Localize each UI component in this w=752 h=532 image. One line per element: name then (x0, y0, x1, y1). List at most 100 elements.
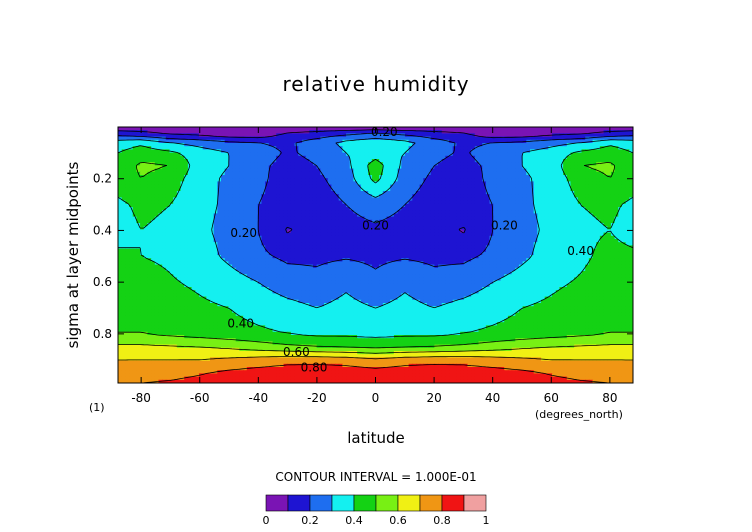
contour-cell (445, 200, 450, 205)
contour-cell (570, 165, 575, 170)
contour-cell (294, 171, 299, 176)
contour-cell (581, 133, 586, 138)
contour-cell (397, 149, 402, 154)
contour-cell (140, 203, 145, 208)
contour-cell (541, 143, 546, 147)
contour-cell (526, 175, 531, 179)
contour-cell (239, 136, 244, 141)
contour-cell (357, 127, 362, 131)
contour-cell (158, 127, 163, 131)
contour-cell (618, 152, 623, 157)
contour-cell (312, 152, 318, 157)
contour-cell (335, 127, 340, 131)
contour-cell (118, 181, 123, 186)
contour-cell (625, 165, 630, 170)
contour-cell (511, 178, 516, 182)
contour-cell (592, 139, 597, 144)
contour-cell (507, 181, 513, 186)
contour-cell (397, 168, 402, 173)
contour-cell (349, 194, 355, 198)
contour-cell (610, 149, 616, 154)
contour-cell (511, 194, 516, 198)
contour-cell (382, 175, 388, 179)
contour-cell (180, 155, 185, 160)
contour-cell (305, 149, 310, 154)
contour-cell (257, 139, 263, 144)
contour-cell (173, 197, 178, 202)
contour-cell (342, 175, 347, 179)
contour-cell (566, 155, 572, 160)
contour-cell (158, 175, 163, 179)
contour-cell (412, 155, 417, 160)
contour-cell (382, 191, 388, 195)
contour-cell (217, 133, 222, 138)
contour-cell (596, 165, 601, 170)
contour-cell (294, 152, 299, 157)
contour-cell (482, 139, 487, 144)
contour-cell (283, 194, 288, 198)
contour-cell (309, 181, 314, 186)
contour-cell (279, 191, 285, 195)
contour-cell (382, 130, 388, 134)
contour-cell (393, 139, 399, 144)
contour-cell (496, 165, 502, 170)
contour-cell (143, 200, 149, 205)
contour-cell (305, 162, 310, 166)
contour-cell (279, 165, 285, 170)
contour-cell (526, 181, 531, 186)
contour-cell (441, 155, 446, 160)
contour-cell (132, 181, 137, 186)
contour-cell (239, 139, 244, 144)
contour-cell (434, 168, 439, 173)
contour-cell (548, 155, 553, 160)
contour-cell (463, 162, 469, 166)
contour-cell (287, 127, 292, 131)
contour-cell (585, 200, 590, 205)
contour-cell (511, 143, 516, 147)
contour-cell (541, 155, 546, 160)
contour-cell (209, 139, 215, 144)
contour-cell (209, 146, 215, 150)
contour-cell (195, 136, 200, 141)
contour-cell (500, 162, 505, 166)
contour-cell (563, 130, 568, 134)
contour-cell (272, 171, 277, 176)
contour-cell (209, 175, 215, 179)
contour-cell (243, 184, 248, 189)
contour-cell (338, 143, 343, 147)
contour-cell (390, 200, 395, 205)
contour-cell (198, 149, 204, 154)
contour-cell (441, 200, 446, 205)
contour-cell (283, 130, 288, 134)
contour-cell (305, 127, 310, 131)
contour-cell (301, 175, 307, 179)
contour-cell (515, 200, 520, 205)
contour-cell (305, 168, 310, 173)
contour-cell (430, 171, 435, 176)
contour-cell (485, 143, 491, 147)
contour-cell (625, 139, 630, 144)
contour-cell (232, 143, 237, 147)
contour-cell (625, 194, 630, 198)
contour-cell (427, 127, 432, 131)
contour-cell (449, 159, 454, 163)
contour-cell (441, 194, 446, 198)
contour-cell (118, 194, 123, 198)
contour-cell (162, 139, 167, 144)
contour-cell (379, 133, 384, 138)
contour-cell (309, 200, 314, 205)
contour-cell (187, 171, 193, 176)
contour-cell (342, 194, 347, 198)
contour-cell (305, 146, 310, 150)
contour-cell (327, 152, 332, 157)
contour-cell (419, 152, 424, 157)
contour-cell (511, 181, 516, 186)
contour-cell (235, 194, 240, 198)
contour-cell (548, 162, 553, 166)
contour-cell (202, 127, 207, 131)
contour-cell (191, 178, 196, 182)
contour-cell (346, 149, 351, 154)
contour-cell (522, 171, 527, 176)
contour-cell (629, 187, 633, 192)
contour-cell (228, 149, 233, 154)
